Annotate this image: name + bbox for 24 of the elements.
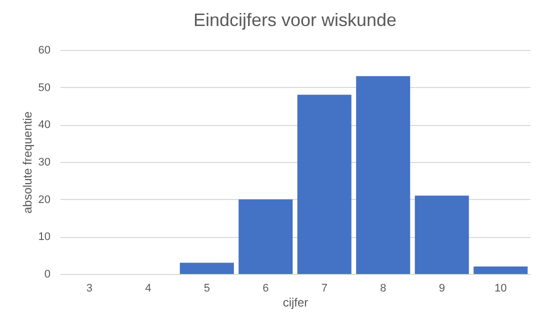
y-tick-label: 10 bbox=[38, 231, 50, 244]
bar bbox=[474, 266, 528, 274]
x-tick-label: 8 bbox=[380, 282, 386, 294]
y-tick-label: 40 bbox=[38, 119, 50, 132]
bar bbox=[180, 262, 234, 274]
x-tick-label: 10 bbox=[494, 282, 507, 294]
x-axis-title: cijfer bbox=[282, 296, 308, 310]
chart-title: Eindcijfers voor wiskunde bbox=[193, 10, 397, 30]
x-tick-label: 5 bbox=[204, 282, 210, 294]
y-tick-label: 60 bbox=[38, 44, 50, 56]
bar bbox=[414, 196, 469, 274]
y-tick-label: 20 bbox=[38, 194, 50, 206]
y-axis-title: absolute frequentie bbox=[20, 111, 34, 214]
bar bbox=[356, 76, 410, 274]
y-tick-label: 50 bbox=[38, 82, 50, 94]
y-tick-label: 30 bbox=[38, 156, 50, 168]
x-tick-label: 4 bbox=[145, 282, 152, 294]
bar bbox=[297, 94, 352, 274]
x-tick-label: 9 bbox=[438, 282, 445, 294]
x-tick-label: 6 bbox=[262, 282, 269, 294]
bar bbox=[238, 199, 293, 274]
x-tick-label: 7 bbox=[321, 282, 328, 294]
x-tick-label: 3 bbox=[86, 282, 92, 294]
y-tick-label: 0 bbox=[44, 268, 50, 280]
